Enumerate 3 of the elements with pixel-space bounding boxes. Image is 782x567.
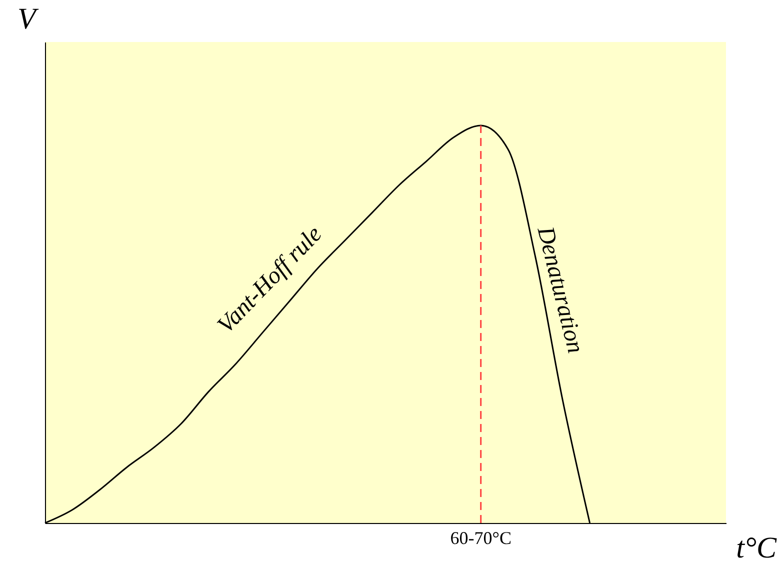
x-axis-title: t°C — [736, 532, 778, 564]
y-axis-title: V — [18, 2, 40, 36]
text: 60-70°C — [450, 528, 512, 548]
